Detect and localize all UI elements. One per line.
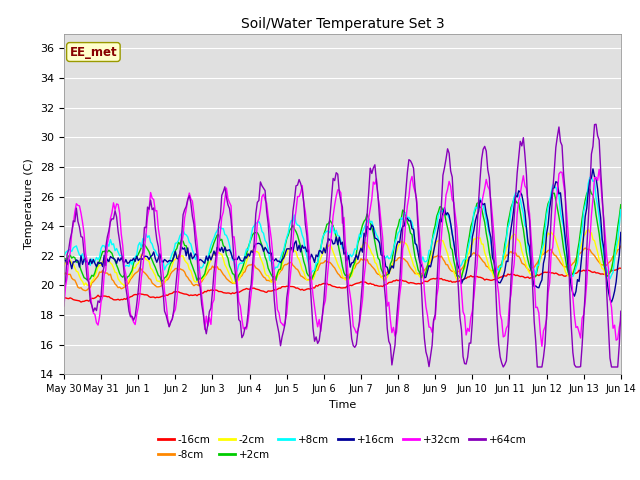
-16cm bbox=[379, 284, 387, 289]
+64cm bbox=[164, 318, 172, 324]
+8cm bbox=[60, 253, 68, 259]
-16cm bbox=[617, 265, 625, 271]
Line: +64cm: +64cm bbox=[64, 124, 621, 367]
-2cm bbox=[410, 263, 417, 268]
+16cm bbox=[589, 166, 596, 172]
-8cm bbox=[82, 288, 90, 294]
+16cm bbox=[396, 240, 403, 245]
+2cm bbox=[76, 263, 83, 268]
X-axis label: Time: Time bbox=[329, 400, 356, 409]
+64cm bbox=[617, 308, 625, 314]
-2cm bbox=[76, 274, 83, 279]
-16cm bbox=[77, 299, 85, 305]
-16cm bbox=[410, 280, 417, 286]
-2cm bbox=[165, 270, 173, 276]
Line: +16cm: +16cm bbox=[64, 169, 621, 302]
+8cm bbox=[617, 207, 625, 213]
-8cm bbox=[397, 255, 405, 261]
+64cm bbox=[499, 364, 507, 370]
-16cm bbox=[60, 295, 68, 301]
+2cm bbox=[397, 216, 405, 222]
+8cm bbox=[377, 247, 385, 252]
Line: -2cm: -2cm bbox=[64, 229, 621, 286]
+16cm bbox=[377, 252, 385, 258]
+32cm bbox=[617, 318, 625, 324]
+32cm bbox=[538, 344, 546, 349]
-8cm bbox=[60, 271, 68, 277]
+32cm bbox=[550, 223, 558, 228]
-8cm bbox=[165, 275, 173, 280]
+64cm bbox=[408, 161, 416, 167]
Line: +8cm: +8cm bbox=[64, 177, 621, 279]
-8cm bbox=[76, 285, 83, 291]
+2cm bbox=[164, 271, 172, 277]
+64cm bbox=[396, 281, 403, 287]
+2cm bbox=[550, 190, 558, 196]
+32cm bbox=[164, 315, 172, 321]
-2cm bbox=[397, 239, 405, 244]
+2cm bbox=[379, 269, 387, 275]
+8cm bbox=[408, 220, 416, 226]
+8cm bbox=[76, 252, 83, 258]
+64cm bbox=[60, 284, 68, 289]
-2cm bbox=[584, 227, 592, 232]
Line: +2cm: +2cm bbox=[64, 189, 621, 281]
-2cm bbox=[120, 283, 128, 288]
-2cm bbox=[550, 233, 558, 239]
+16cm bbox=[60, 257, 68, 263]
-16cm bbox=[550, 271, 558, 276]
Legend: -16cm, -8cm, -2cm, +2cm, +8cm, +16cm, +32cm, +64cm: -16cm, -8cm, -2cm, +2cm, +8cm, +16cm, +3… bbox=[154, 431, 531, 464]
+32cm bbox=[595, 167, 603, 172]
+16cm bbox=[617, 229, 625, 235]
-2cm bbox=[379, 276, 387, 281]
+16cm bbox=[408, 226, 416, 231]
+2cm bbox=[617, 202, 625, 207]
+8cm bbox=[606, 276, 614, 282]
Y-axis label: Temperature (C): Temperature (C) bbox=[24, 158, 35, 250]
+8cm bbox=[164, 261, 172, 267]
-16cm bbox=[397, 277, 405, 283]
+8cm bbox=[586, 174, 594, 180]
-8cm bbox=[410, 269, 417, 275]
+32cm bbox=[408, 174, 416, 180]
-2cm bbox=[617, 233, 625, 239]
-2cm bbox=[60, 263, 68, 269]
-16cm bbox=[165, 291, 173, 297]
+16cm bbox=[549, 186, 557, 192]
Line: -8cm: -8cm bbox=[64, 246, 621, 291]
Text: EE_met: EE_met bbox=[70, 46, 117, 59]
+2cm bbox=[410, 245, 417, 251]
+16cm bbox=[608, 299, 616, 305]
-16cm bbox=[76, 298, 83, 304]
+2cm bbox=[586, 186, 594, 192]
Line: -16cm: -16cm bbox=[64, 268, 621, 302]
Title: Soil/Water Temperature Set 3: Soil/Water Temperature Set 3 bbox=[241, 17, 444, 31]
+32cm bbox=[396, 293, 403, 299]
+8cm bbox=[396, 228, 403, 234]
-16cm bbox=[616, 265, 623, 271]
+32cm bbox=[377, 220, 385, 226]
+16cm bbox=[76, 264, 83, 270]
+16cm bbox=[164, 259, 172, 265]
+8cm bbox=[549, 182, 557, 188]
+64cm bbox=[76, 224, 83, 230]
+64cm bbox=[592, 121, 600, 127]
-8cm bbox=[617, 243, 625, 249]
+64cm bbox=[377, 238, 385, 243]
+32cm bbox=[76, 203, 83, 209]
-8cm bbox=[550, 252, 558, 258]
Line: +32cm: +32cm bbox=[64, 169, 621, 347]
-8cm bbox=[379, 273, 387, 279]
+2cm bbox=[60, 255, 68, 261]
+32cm bbox=[60, 303, 68, 309]
+64cm bbox=[550, 167, 558, 173]
+2cm bbox=[232, 278, 239, 284]
